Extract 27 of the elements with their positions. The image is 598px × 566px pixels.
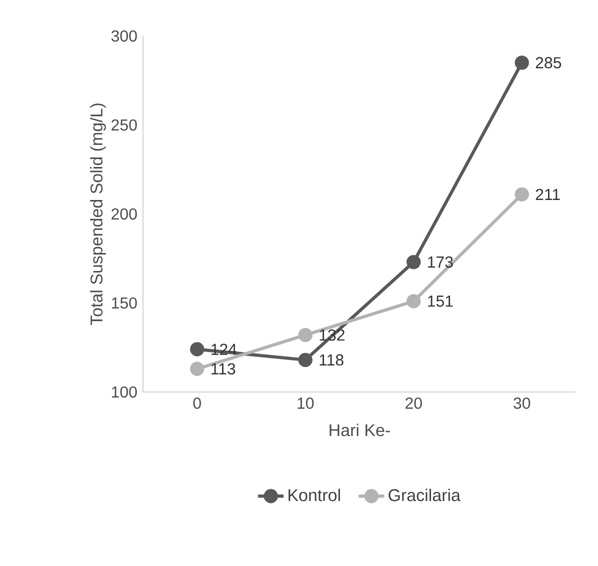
y-tick-label: 150 (112, 297, 137, 309)
x-tick-label: 0 (193, 398, 201, 409)
data-label: 173 (428, 256, 453, 268)
data-label: 113 (212, 363, 236, 375)
point (406, 254, 421, 270)
legend-label: Kontrol (288, 488, 340, 502)
y-tick-label: 200 (112, 208, 137, 220)
point (298, 352, 312, 368)
point (190, 342, 204, 356)
point (298, 328, 312, 342)
point (190, 362, 204, 376)
x-tick-label: 20 (406, 398, 422, 409)
data-label: 285 (536, 57, 562, 68)
y-tick-label: 300 (111, 30, 137, 42)
x-tick-label: 30 (514, 398, 530, 409)
y-tick-label: 100 (112, 386, 137, 398)
x-tick-label: 10 (298, 398, 314, 409)
legend-label: Gracilaria (388, 488, 460, 502)
x-axis-title: Hari Ke- (330, 424, 390, 436)
data-label: 151 (428, 296, 453, 307)
y-axis-title: Total Suspended Solid (mg/L) (90, 104, 106, 326)
data-label: 118 (320, 354, 344, 366)
y-tick-label: 250 (112, 119, 137, 131)
point (514, 56, 529, 70)
data-label: 211 (536, 188, 560, 200)
point (406, 294, 421, 308)
point (514, 187, 529, 202)
